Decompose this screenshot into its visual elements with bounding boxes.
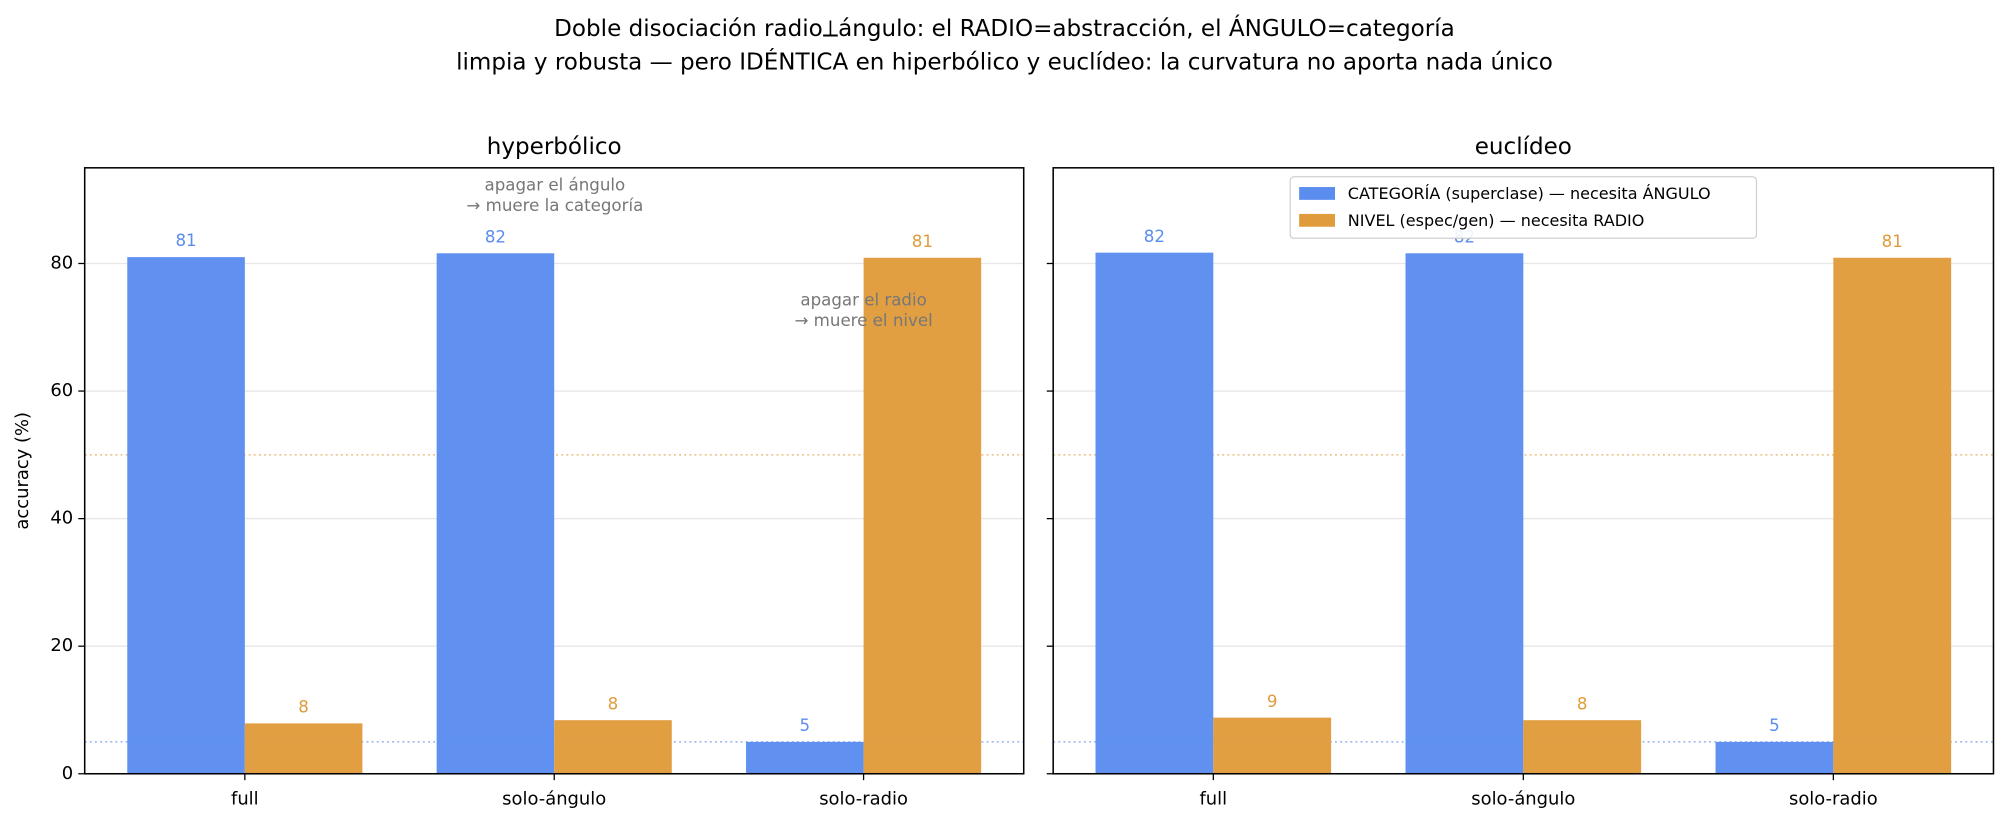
axes-frame (1052, 167, 1995, 775)
value-label: 8 (608, 694, 619, 713)
legend-label: NIVEL (espec/gen) — necesita RADIO (1348, 211, 1645, 230)
bar (1095, 252, 1214, 774)
suptitle: Doble disociación radio⟂ángulo: el RADIO… (554, 14, 1455, 42)
bar (863, 257, 982, 774)
bar (1833, 257, 1952, 774)
y-tick-label: 40 (50, 508, 73, 529)
x-tick-label: solo-ángulo (1471, 788, 1575, 809)
annotation: → muere el nivel (794, 311, 932, 330)
annotation: apagar el radio (800, 291, 926, 310)
bar (1213, 717, 1332, 774)
x-tick-label: solo-radio (1789, 788, 1878, 809)
bar (554, 720, 672, 774)
bar (1715, 741, 1834, 774)
value-label: 81 (912, 232, 933, 251)
bar (746, 741, 864, 774)
value-label: 9 (1267, 692, 1278, 711)
annotation: apagar el ángulo (485, 175, 626, 194)
value-label: 5 (1769, 716, 1780, 735)
annotation: → muere la categoría (466, 196, 643, 215)
legend-box (1289, 176, 1758, 239)
subplot-title: hyperbólico (487, 134, 622, 160)
x-tick-label: solo-radio (819, 788, 908, 809)
x-tick-label: full (231, 788, 259, 809)
x-tick-label: solo-ángulo (502, 788, 606, 809)
value-label: 81 (1882, 232, 1903, 251)
bar (1405, 253, 1524, 774)
value-label: 82 (1144, 227, 1165, 246)
y-tick-label: 80 (50, 252, 73, 273)
suptitle: limpia y robusta — pero IDÉNTICA en hipe… (456, 47, 1553, 75)
value-label: 5 (800, 716, 811, 735)
y-tick-label: 20 (50, 635, 73, 656)
bar (127, 257, 245, 774)
bar (244, 723, 363, 774)
bar (436, 253, 555, 774)
legend-swatch (1299, 187, 1336, 200)
value-label: 81 (175, 231, 196, 250)
subplot-title: euclídeo (1475, 134, 1572, 160)
value-label: 8 (1577, 694, 1588, 713)
x-tick-label: full (1199, 788, 1227, 809)
value-label: 8 (298, 697, 309, 716)
y-axis-label: accuracy (%) (12, 412, 33, 530)
y-tick-label: 0 (62, 763, 73, 784)
legend-label: CATEGORÍA (superclase) — necesita ÁNGULO (1348, 184, 1711, 203)
value-label: 82 (485, 227, 506, 246)
legend-swatch (1299, 213, 1336, 227)
bar (1523, 720, 1642, 774)
axes-frame (83, 167, 1025, 775)
y-tick-label: 60 (50, 380, 73, 401)
